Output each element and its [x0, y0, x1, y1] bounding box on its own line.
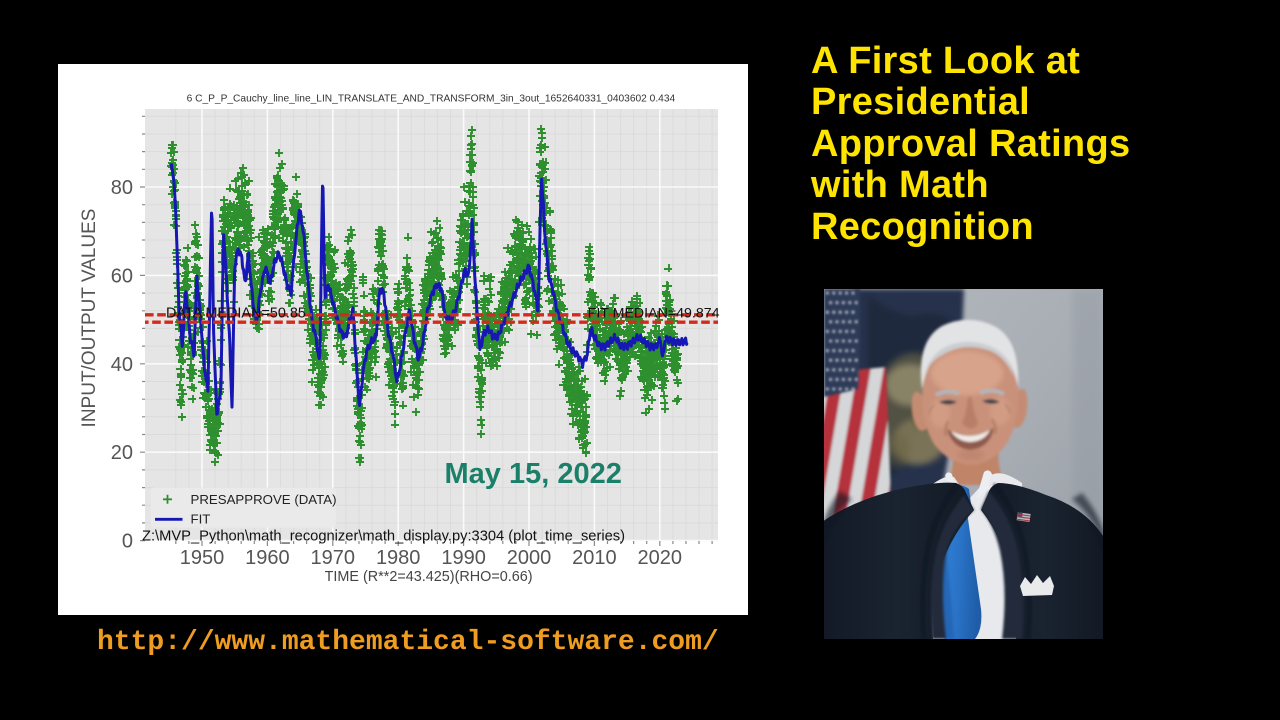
svg-text:2000: 2000 [507, 547, 552, 569]
svg-text:20: 20 [111, 442, 133, 464]
svg-text:DATA MEDIAN=50.85: DATA MEDIAN=50.85 [166, 306, 306, 322]
svg-text:6 C_P_P_Cauchy_line_line_LIN_T: 6 C_P_P_Cauchy_line_line_LIN_TRANSLATE_A… [187, 94, 676, 105]
svg-text:1990: 1990 [441, 547, 486, 569]
svg-text:2020: 2020 [638, 547, 683, 569]
svg-text:1960: 1960 [245, 547, 290, 569]
svg-text:2010: 2010 [572, 547, 617, 569]
svg-text:1950: 1950 [180, 547, 225, 569]
svg-text:FIT: FIT [191, 512, 211, 527]
svg-text:1980: 1980 [376, 547, 421, 569]
svg-text:60: 60 [111, 265, 133, 287]
svg-text:INPUT/OUTPUT VALUES: INPUT/OUTPUT VALUES [79, 209, 100, 428]
svg-text:0: 0 [122, 531, 133, 553]
svg-text:May 15, 2022: May 15, 2022 [445, 458, 622, 490]
svg-text:Z:\MVP_Python\math_recognizer\: Z:\MVP_Python\math_recognizer\math_displ… [142, 529, 625, 545]
svg-text:TIME (R**2=43.425)(RHO=0.66): TIME (R**2=43.425)(RHO=0.66) [325, 569, 533, 585]
svg-text:40: 40 [111, 354, 133, 376]
svg-text:1970: 1970 [311, 547, 356, 569]
svg-text:80: 80 [111, 177, 133, 199]
svg-text:PRESAPPROVE (DATA): PRESAPPROVE (DATA) [191, 492, 337, 507]
svg-text:FIT MEDIAN=49.874: FIT MEDIAN=49.874 [588, 306, 720, 322]
